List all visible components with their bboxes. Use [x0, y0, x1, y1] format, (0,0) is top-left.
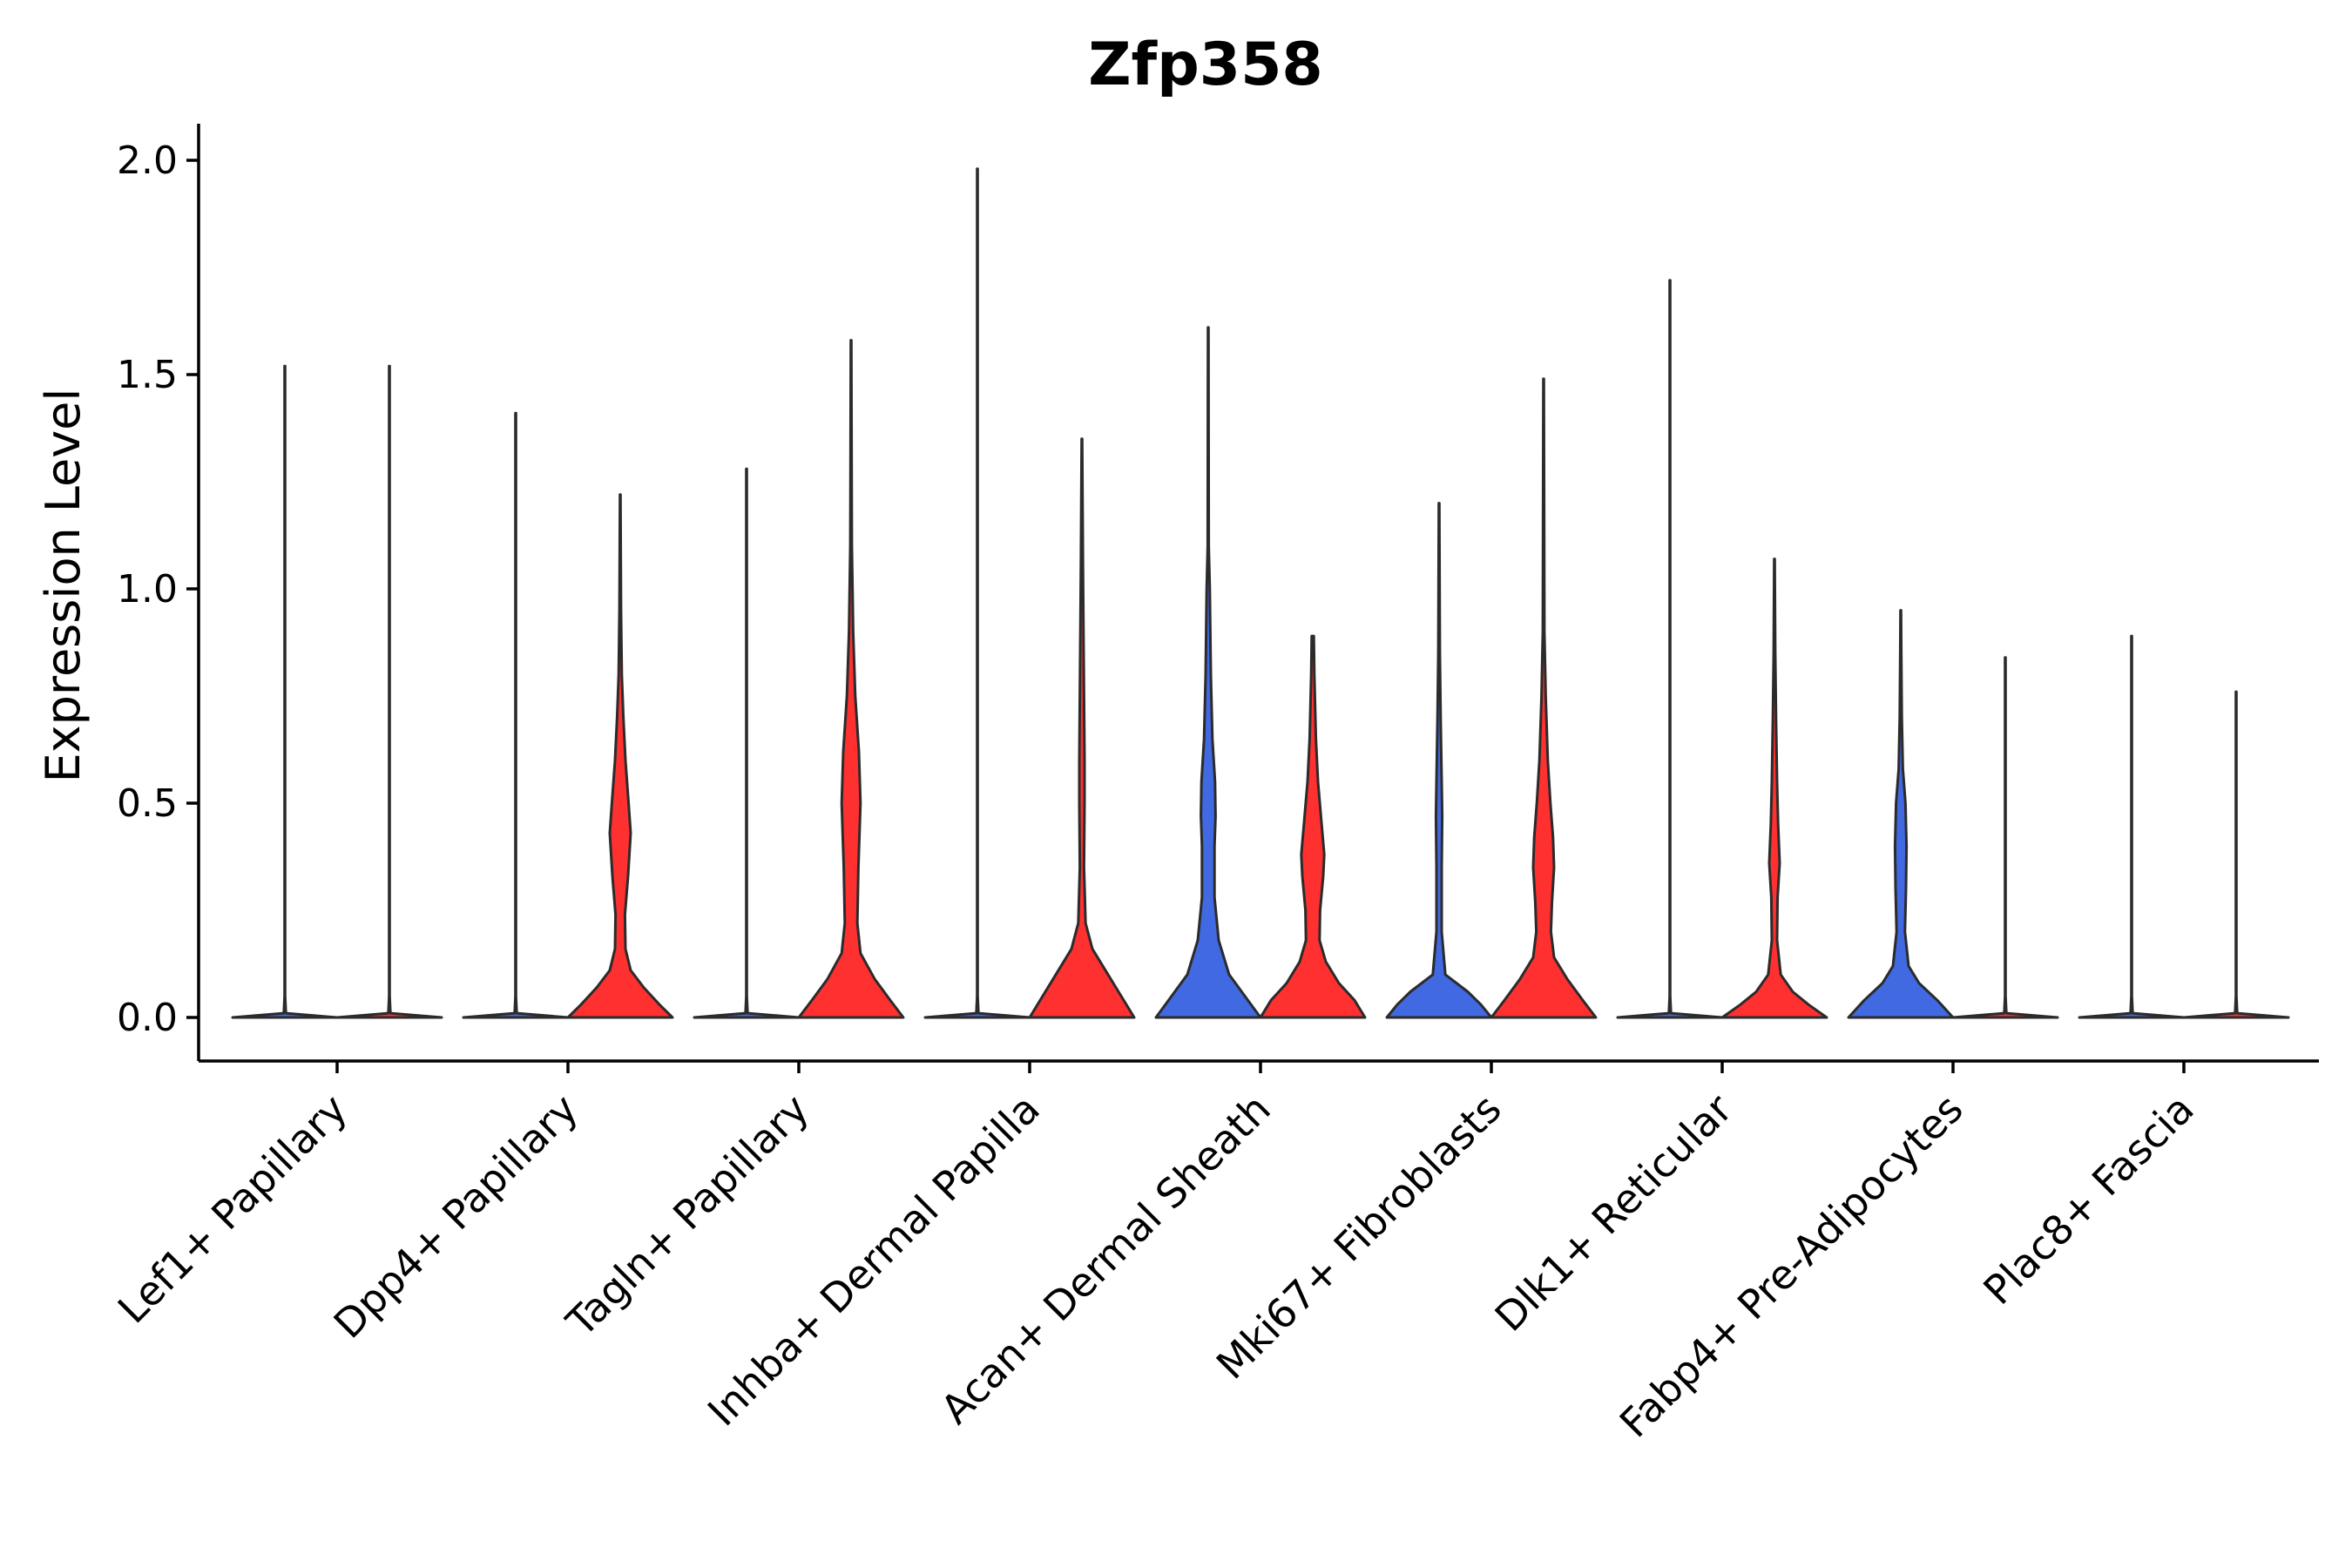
violin-group1-1 — [462, 411, 570, 1019]
violin-group2-8 — [2182, 690, 2290, 1019]
violin-group2-7 — [1951, 656, 2059, 1019]
violin-group1-2 — [693, 467, 801, 1019]
x-tick-label: Plac8+ Fascia — [1974, 1085, 2202, 1314]
violin-group1-0 — [231, 364, 339, 1019]
y-axis-label: Expression Level — [36, 389, 91, 783]
violin-group1-4 — [1154, 326, 1262, 1019]
x-tick-label: Tagln+ Papillary — [557, 1085, 818, 1347]
violin-layer — [231, 167, 2290, 1019]
violin-group2-5 — [1490, 377, 1598, 1019]
y-tick-label: 0.5 — [117, 781, 178, 826]
violin-group1-7 — [1847, 609, 1955, 1019]
violin-group2-1 — [566, 493, 674, 1019]
x-tick-label: Dlk1+ Reticular — [1486, 1085, 1741, 1341]
x-tick-label: Dpp4+ Papillary — [325, 1085, 587, 1348]
violin-group1-3 — [923, 167, 1031, 1019]
violin-group2-4 — [1259, 634, 1367, 1019]
y-tick-label: 2.0 — [117, 139, 178, 183]
violin-group1-8 — [2078, 634, 2186, 1019]
y-tick-label: 1.5 — [117, 353, 178, 397]
violin-group1-5 — [1385, 502, 1493, 1019]
y-ticks: 0.0 0.5 1.0 1.5 2.0 — [117, 139, 199, 1040]
violin-group2-6 — [1720, 558, 1828, 1019]
axes — [197, 124, 2319, 1063]
y-tick-label: 0.0 — [117, 996, 178, 1040]
y-tick-label: 1.0 — [117, 567, 178, 612]
violin-group1-6 — [1616, 279, 1724, 1019]
chart-title: Zfp358 — [1088, 30, 1323, 99]
violin-group2-3 — [1028, 437, 1136, 1019]
violin-group2-2 — [797, 339, 905, 1019]
x-tick-label: Lef1+ Papillary — [109, 1085, 356, 1333]
violin-group2-0 — [335, 364, 443, 1019]
